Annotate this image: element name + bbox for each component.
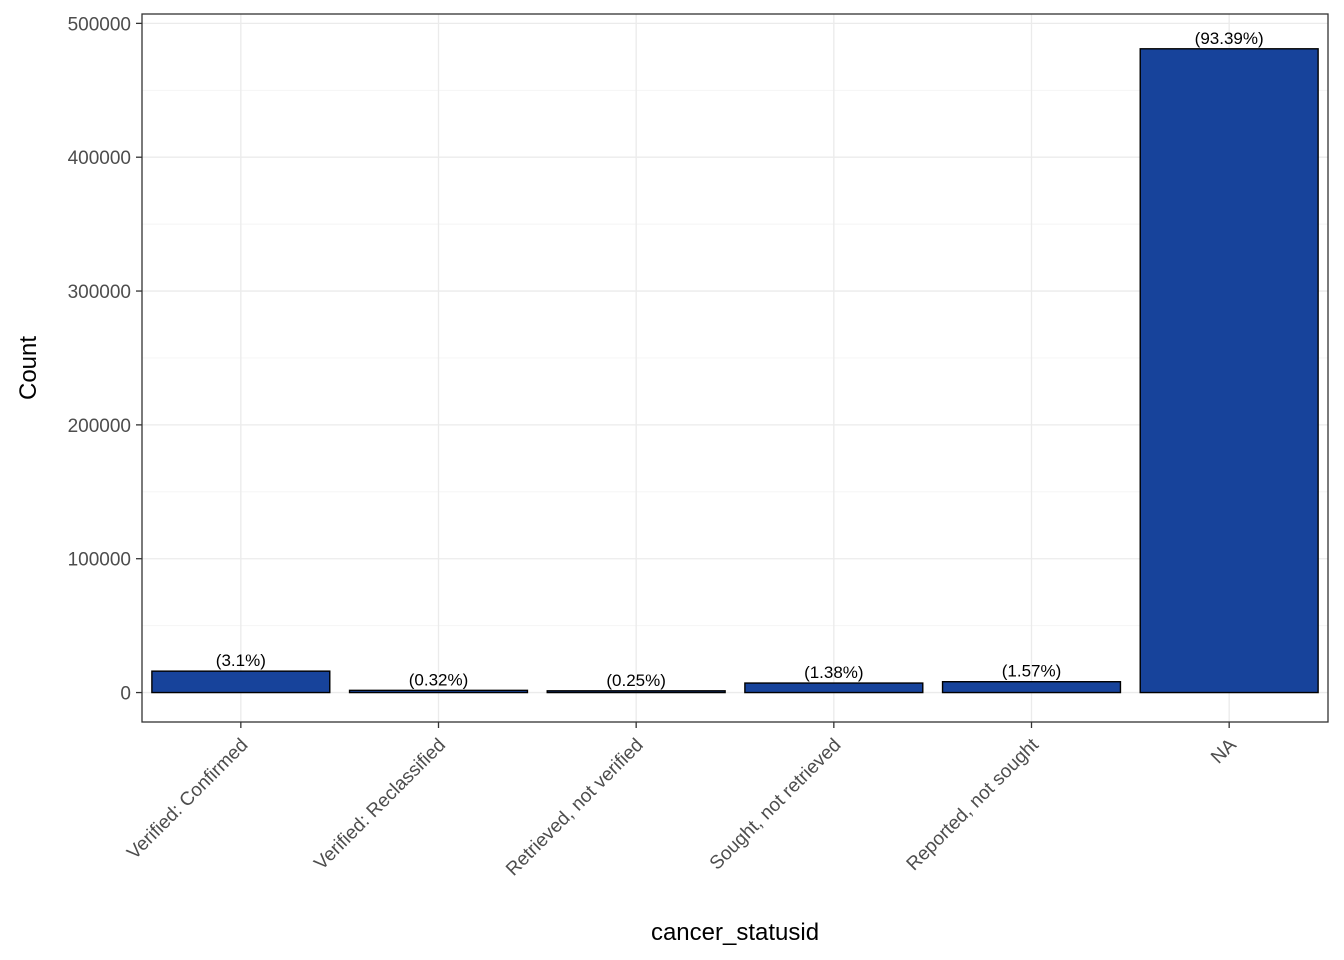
x-tick-label: Verified: Reclassified: [310, 735, 450, 875]
bar-data-label: (0.25%): [606, 671, 666, 690]
bar-data-label: (3.1%): [216, 651, 266, 670]
bar: [348, 689, 529, 694]
plot-background: [142, 14, 1328, 722]
x-tick-label: Verified: Confirmed: [123, 735, 252, 864]
bars: [151, 48, 1319, 694]
bar-data-label: (0.32%): [409, 670, 469, 689]
bar: [546, 690, 726, 694]
bar: [941, 681, 1122, 694]
bar: [1139, 48, 1319, 694]
x-tick-label: NA: [1207, 734, 1241, 768]
x-axis: Verified: Confirmed Verified: Reclassifie…: [123, 722, 1241, 880]
y-tick-label: 300000: [68, 282, 131, 303]
plot-border: [141, 13, 1329, 723]
grid: [142, 14, 1328, 722]
bar-labels: (3.1%) (0.32%) (0.25%) (1.38%) (1.57%) (93.39…: [216, 29, 1264, 690]
y-tick-label: 100000: [68, 550, 131, 571]
x-tick-label: Sought, not retrieved: [706, 735, 846, 875]
x-tick-label: Reported, not sought: [903, 734, 1044, 875]
x-axis-title: cancer_statusid: [651, 919, 819, 946]
x-tick-label: Retrieved, not verified: [502, 735, 648, 881]
y-tick-label: 200000: [68, 416, 131, 437]
bar-data-label: (1.38%): [804, 663, 864, 682]
y-tick-label: 400000: [68, 148, 131, 169]
bar-data-label: (93.39%): [1195, 29, 1264, 48]
bar: [151, 670, 331, 694]
y-axis: 0 100000 200000 300000 400000 500000: [68, 14, 142, 705]
y-tick-label: 0: [120, 684, 131, 705]
y-tick-label: 500000: [68, 14, 131, 35]
y-axis-title: Count: [15, 336, 42, 400]
bar: [744, 682, 924, 694]
bar-data-label: (1.57%): [1002, 662, 1062, 681]
